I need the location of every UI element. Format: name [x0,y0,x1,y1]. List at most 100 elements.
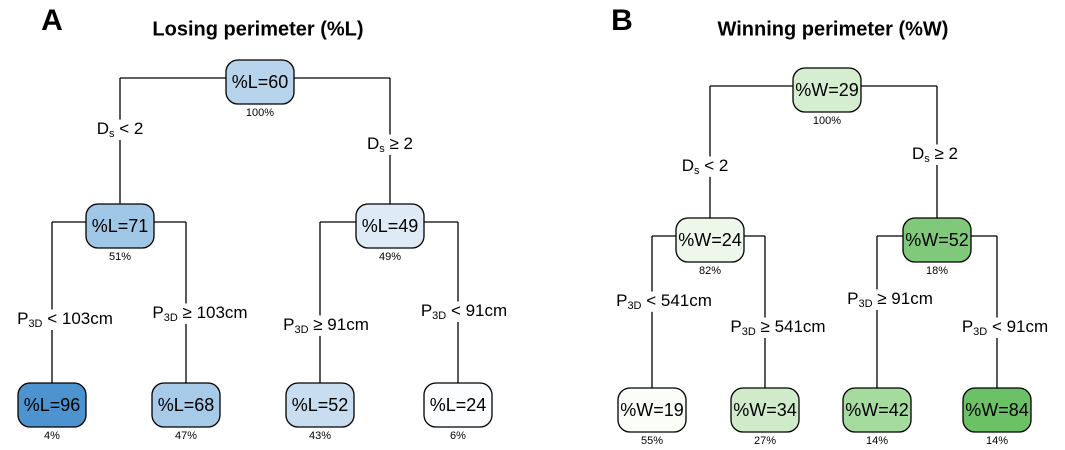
edge-var: P [17,309,28,328]
edge-label: Ds ≥ 2 [912,144,958,164]
edge-label-bg [909,144,961,165]
edge-var: D [912,144,924,163]
edge-label: P3D ≥ 541cm [730,317,825,337]
edges [651,85,998,388]
nodes: %W=29 100% %W=24 82% %W=52 18% %W=19 55% %W=34 27… [617,67,1032,447]
node-percent: 4% [44,430,60,442]
edge-op: ≥ 2 [930,144,958,163]
edge-sub: 3D [294,324,308,336]
edge-sub: s [379,143,385,155]
node-label: %L=52 [292,395,349,415]
edge-label-group: P3D ≥ 541cm [728,317,828,338]
edge-label: Ds < 2 [682,156,729,176]
edge-label-bg [94,119,146,140]
edge-label-group: Ds ≥ 2 [909,144,961,165]
node-percent: 82% [699,265,721,277]
node-box [151,382,221,428]
node-percent: 49% [379,251,401,263]
edge-op: < 2 [699,156,728,175]
edge-var: D [682,156,694,175]
edge-var: D [367,134,379,153]
edge-label-group: Ds < 2 [94,119,146,140]
edge-op: ≥ 91cm [309,315,369,334]
node-label: %L=60 [232,72,289,92]
node-percent: 100% [246,107,274,119]
node-percent: 14% [986,435,1008,447]
edge-label: P3D ≥ 91cm [283,315,369,335]
node-percent: 55% [641,435,663,447]
node-box [902,217,972,263]
edge-label-group: Ds < 2 [679,156,731,177]
node-box [355,203,425,249]
edge-var: P [283,315,294,334]
edge-var: P [421,301,432,320]
edge-op: ≥ 541cm [756,317,826,336]
edge-label: P3D < 103cm [17,309,113,329]
edge-var: P [152,303,163,322]
node-box [730,387,800,433]
edge-sub: 3D [164,312,178,324]
node-label: %W=84 [965,400,1029,420]
edge-sub: 3D [432,310,446,322]
edge-sub: 3D [28,318,42,330]
edge-sub: s [694,165,700,177]
edge-label-bg [281,315,371,336]
edge-op: ≥ 2 [385,134,413,153]
node-label: %L=49 [362,216,419,236]
edge-var: D [97,119,109,138]
edge-label-bg [15,309,115,330]
panel-title: Losing perimeter (%L) [152,18,363,40]
edge-label-group: Ds ≥ 2 [364,134,416,155]
edge-label-bg [728,317,828,338]
edge-label: Ds < 2 [97,119,144,139]
edge-label-group: P3D ≥ 103cm [150,303,250,324]
node-box [842,387,912,433]
edge-label: Ds ≥ 2 [367,134,413,154]
nodes: %L=60 100% %L=71 51% %L=49 49% %L=96 4% %L=68 47%… [17,59,493,442]
node-label: %W=29 [795,80,859,100]
edge-op: < 91cm [987,317,1048,336]
node-box [225,59,295,105]
edge-sub: 3D [627,300,641,312]
edge-var: P [847,289,858,308]
edge-var: P [730,317,741,336]
panel-title: Winning perimeter (%W) [718,18,949,40]
edge-sub: 3D [973,326,987,338]
node-box [675,217,745,263]
edge-label-bg [364,134,416,155]
node-percent: 18% [926,265,948,277]
node-label: %W=52 [905,230,969,250]
node-box [962,387,1032,433]
node-box [617,387,687,433]
edge-label-bg [845,289,935,310]
edge-label-bg [679,156,731,177]
edge-label-group: P3D < 91cm [959,317,1051,338]
edge-label-group: P3D < 103cm [15,309,115,330]
node-label: %W=24 [678,230,742,250]
node-box [423,382,493,428]
edge-op: < 103cm [43,309,113,328]
node-label: %L=68 [158,395,215,415]
edge-op: < 91cm [446,301,507,320]
edge-var: P [962,317,973,336]
edge-label-bg [959,317,1051,338]
edge-label-group: P3D ≥ 91cm [281,315,371,336]
node-percent: 51% [109,251,131,263]
node-percent: 43% [309,430,331,442]
edge-label-bg [614,291,714,312]
node-label: %W=34 [733,400,797,420]
edge-label-bg [418,301,510,322]
edge-label: P3D < 541cm [616,291,712,311]
edge-sub: s [109,128,115,140]
node-label: %L=71 [92,216,149,236]
node-percent: 100% [813,115,841,127]
edge-op: ≥ 103cm [178,303,248,322]
node-percent: 47% [175,430,197,442]
edge-label: P3D ≥ 91cm [847,289,933,309]
node-label: %W=42 [845,400,909,420]
edge-op: < 541cm [642,291,712,310]
panel-letter: A [41,4,63,37]
